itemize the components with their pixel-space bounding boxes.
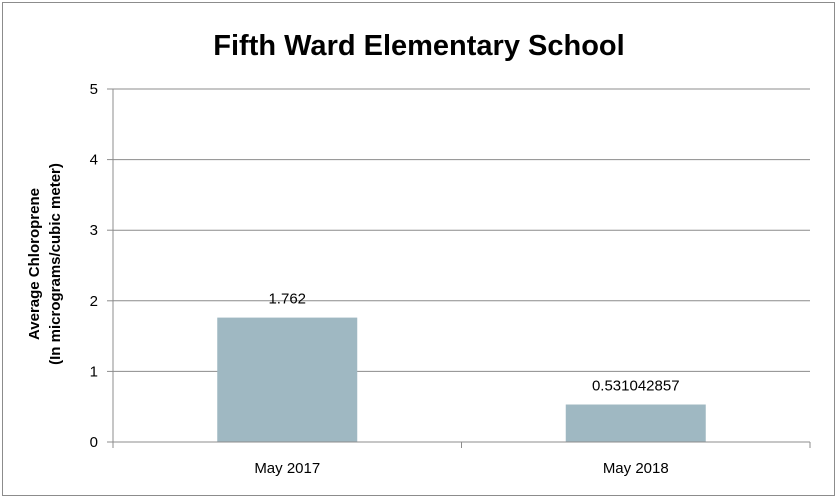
y-tick-label: 1 (90, 363, 98, 380)
y-tick-label: 0 (90, 434, 98, 451)
y-axis-label-line-1: Average Chloroprene (26, 188, 43, 340)
y-tick-label: 5 (90, 81, 98, 98)
axes (107, 88, 811, 448)
x-tick-label: May 2018 (603, 460, 669, 477)
y-tick-label: 4 (90, 152, 98, 169)
x-tick-label: May 2017 (254, 460, 320, 477)
data-label: 1.762 (268, 291, 306, 308)
y-tick-label: 3 (90, 222, 98, 239)
bars (217, 317, 706, 442)
labels: 0 1 2 3 4 5 1.762 May 2017 0.531042857 May 2018 (90, 81, 680, 477)
y-axis-label-line-2: (In micrograms/cubic meter) (47, 163, 64, 365)
bar (565, 404, 706, 442)
data-label: 0.531042857 (592, 378, 680, 395)
chart-title: Fifth Ward Elementary School (213, 30, 624, 62)
bar (217, 317, 358, 442)
y-tick-label: 2 (90, 293, 98, 310)
